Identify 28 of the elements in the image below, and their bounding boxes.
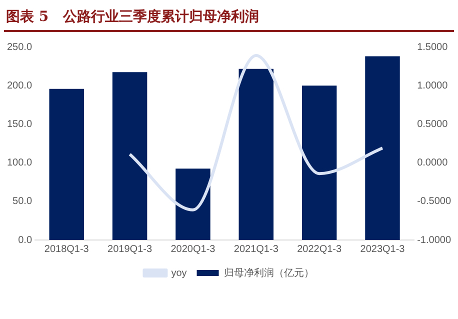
x-tick-label: 2021Q1-3 — [234, 244, 279, 255]
y-tick-label: 150.0 — [6, 118, 32, 130]
y2-tick-label: -0.5000 — [417, 196, 452, 208]
bar — [365, 56, 400, 240]
y-tick-label: 250.0 — [6, 42, 32, 53]
y2-tick-label: 0.5000 — [417, 118, 448, 130]
bar — [49, 88, 84, 240]
y2-tick-label: 1.0000 — [417, 80, 448, 92]
y-tick-label: 100.0 — [6, 158, 32, 169]
bar — [176, 168, 210, 240]
x-tick-label: 2019Q1-3 — [108, 244, 152, 255]
x-tick-label: 2022Q1-3 — [297, 244, 342, 255]
y2-tick-label: 1.5000 — [417, 42, 448, 53]
x-tick-label: 2018Q1-3 — [44, 244, 90, 255]
bar — [112, 72, 148, 240]
legend-label: yoy — [171, 268, 187, 279]
y-tick-label: 200.0 — [6, 80, 32, 92]
y-tick-label: 0.0 — [18, 234, 32, 246]
x-tick-label: 2023Q1-3 — [360, 244, 406, 255]
bar — [238, 68, 274, 240]
chart-title: 图表 5 公路行业三季度累计归母净利润 — [6, 8, 260, 26]
bar — [302, 86, 337, 240]
y2-tick-label: 0.0000 — [417, 158, 448, 169]
y2-tick-label: -1.0000 — [417, 234, 452, 246]
y-tick-label: 50.0 — [12, 196, 32, 208]
x-tick-label: 2020Q1-3 — [170, 244, 216, 255]
line-series — [128, 54, 384, 212]
legend-label: 归母净利润（亿元） — [224, 266, 314, 279]
